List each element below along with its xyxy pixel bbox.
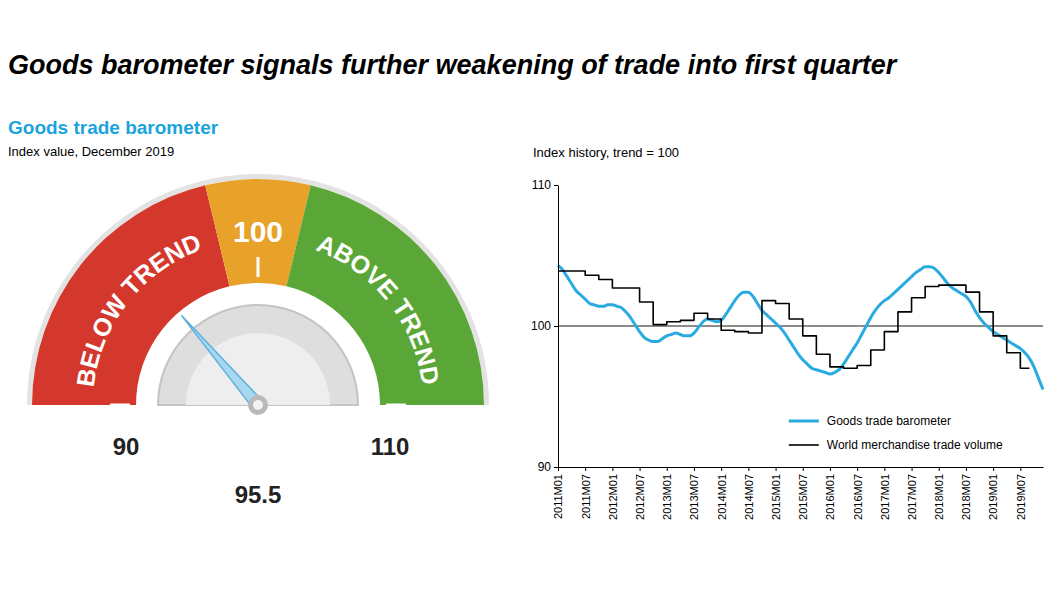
line-panel: Index history, trend = 100 90 100 110 2011M0… [531, 145, 1044, 520]
x-tick-mark [993, 467, 994, 471]
x-tick: 2014M01 [716, 467, 728, 520]
x-tick: 2016M07 [852, 467, 864, 520]
x-tick-label: 2011M07 [580, 474, 592, 519]
x-tick-mark [748, 467, 749, 471]
y-tick: 90 [538, 460, 558, 474]
x-tick-mark [857, 467, 858, 471]
y-tick-mark [554, 326, 558, 327]
x-tick-label: 2015M07 [797, 474, 809, 520]
gauge-tick-label: 100 [233, 215, 283, 248]
gauge-tick [110, 404, 130, 407]
y-tick-label: 90 [538, 460, 552, 474]
panel-title: Index history, trend = 100 [533, 145, 679, 160]
x-tick-mark [966, 467, 967, 471]
y-tick-mark [554, 185, 558, 186]
x-tick: 2016M01 [824, 467, 836, 520]
gauge-rim [27, 174, 489, 405]
gauge-needle [181, 315, 263, 411]
legend-item: Goods trade barometer [789, 414, 951, 428]
x-tick: 2012M07 [634, 467, 646, 520]
x-tick: 2011M07 [580, 467, 592, 519]
chart-page: Goods barometer signals further weakenin… [0, 0, 1062, 598]
x-tick-mark [939, 467, 940, 471]
x-tick-mark [1020, 467, 1021, 471]
x-axis: 2011M01 2011M07 2012M01 2012M07 2013M01 2013M… [552, 467, 1043, 520]
page-title: Goods barometer signals further weakenin… [8, 50, 898, 80]
y-tick: 110 [532, 178, 558, 192]
x-tick-label: 2018M07 [960, 474, 972, 520]
x-tick: 2018M01 [933, 467, 945, 520]
x-tick-mark [694, 467, 695, 471]
x-tick: 2013M07 [688, 467, 700, 520]
x-tick: 2017M01 [879, 467, 891, 520]
legend-swatch [789, 420, 819, 423]
panel-subtitle: Index value, December 2019 [8, 144, 174, 159]
x-tick-mark [803, 467, 804, 471]
y-axis-line [558, 186, 559, 468]
gauge-tick [257, 257, 260, 277]
x-tick-label: 2019M07 [1015, 474, 1027, 520]
x-tick-mark [558, 467, 559, 471]
gauge-pivot [248, 395, 268, 415]
legend-item: World merchandise trade volume [789, 438, 1003, 452]
x-tick: 2019M07 [1015, 467, 1027, 520]
gauge-tick-label: 110 [371, 433, 410, 460]
x-tick-label: 2012M01 [607, 474, 619, 520]
x-tick: 2011M01 [552, 467, 564, 519]
legend-swatch [789, 444, 819, 446]
x-tick: 2012M01 [607, 467, 619, 520]
series-line [558, 265, 1043, 389]
plot-area [558, 265, 1043, 389]
gauge-value-label: 95.5 [235, 481, 282, 508]
x-tick-label: 2017M01 [879, 474, 891, 520]
x-tick-label: 2018M01 [933, 474, 945, 520]
x-tick: 2017M07 [906, 467, 918, 520]
x-tick-mark [612, 467, 613, 471]
gauge-hub [158, 305, 358, 405]
y-tick-label: 110 [532, 178, 551, 192]
gauge: BELOW TRENDABOVE TREND9010011095.5 [27, 174, 489, 508]
background [0, 0, 1062, 598]
x-tick-mark [667, 467, 668, 471]
gauge-tick-label: 90 [113, 433, 140, 460]
y-tick-mark [554, 467, 558, 468]
panel-title: Goods trade barometer [8, 117, 219, 138]
x-tick-mark [721, 467, 722, 471]
x-tick-mark [640, 467, 641, 471]
x-tick: 2019M01 [987, 467, 999, 520]
x-axis-line [559, 467, 1044, 468]
legend-label: World merchandise trade volume [827, 438, 1003, 452]
x-tick-label: 2013M01 [661, 474, 673, 520]
legend: Goods trade barometer World merchandise t… [789, 414, 1003, 452]
series-line [558, 271, 1029, 368]
x-tick-mark [776, 467, 777, 471]
x-tick: 2014M07 [743, 467, 755, 520]
x-tick: 2018M07 [960, 467, 972, 520]
x-tick: 2015M07 [797, 467, 809, 520]
x-tick-mark [830, 467, 831, 471]
x-tick-label: 2017M07 [906, 474, 918, 520]
x-tick-label: 2015M01 [770, 474, 782, 520]
y-tick-label: 100 [531, 319, 551, 333]
x-tick-label: 2014M07 [743, 474, 755, 520]
x-tick-label: 2012M07 [634, 474, 646, 520]
gauge-panel: Goods trade barometer Index value, Decemb… [8, 117, 489, 508]
x-tick-label: 2019M01 [987, 474, 999, 520]
x-tick-label: 2014M01 [716, 474, 728, 520]
x-tick-mark [912, 467, 913, 471]
x-tick: 2015M01 [770, 467, 782, 520]
gauge-tick [386, 404, 406, 407]
x-tick-mark [585, 467, 586, 471]
x-tick-label: 2016M07 [852, 474, 864, 520]
x-tick-label: 2011M01 [552, 474, 564, 519]
gauge-pivot-inner [253, 400, 263, 410]
y-axis: 90 100 110 [531, 178, 559, 474]
y-tick: 100 [531, 319, 558, 333]
reference-line [558, 325, 1043, 327]
legend-label: Goods trade barometer [827, 414, 951, 428]
x-tick: 2013M01 [661, 467, 673, 520]
x-tick-mark [884, 467, 885, 471]
x-tick-label: 2016M01 [824, 474, 836, 520]
x-tick-label: 2013M07 [688, 474, 700, 520]
